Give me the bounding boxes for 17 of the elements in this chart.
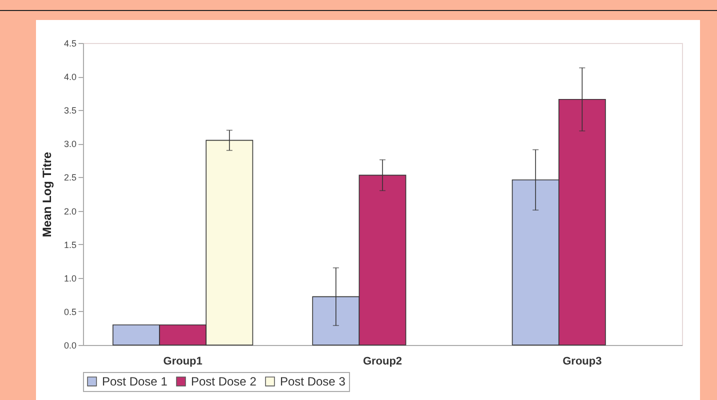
legend-label: Post Dose 1 [102, 374, 168, 388]
y-axis-title: Mean Log Titre [40, 152, 54, 238]
y-tick-label: 1.5 [64, 240, 76, 250]
y-tick-label: 2.0 [64, 206, 76, 216]
y-tick-label: 1.0 [64, 273, 76, 284]
y-tick-label: 4.5 [64, 38, 76, 48]
y-tick-label: 4.0 [64, 72, 76, 82]
x-tick-label: Group2 [362, 356, 402, 368]
y-tick-label: 3.5 [64, 106, 76, 116]
y-tick-label: 0.0 [64, 340, 76, 350]
y-tick-label: 0.5 [64, 306, 76, 317]
y-tick-label: 2.5 [64, 172, 76, 183]
legend-label: Post Dose 3 [280, 374, 346, 388]
legend-label: Post Dose 2 [191, 374, 257, 388]
x-tick-label: Group1 [163, 356, 202, 368]
y-tick-label: 3.0 [64, 139, 76, 150]
x-tick-label: Group3 [562, 356, 602, 368]
